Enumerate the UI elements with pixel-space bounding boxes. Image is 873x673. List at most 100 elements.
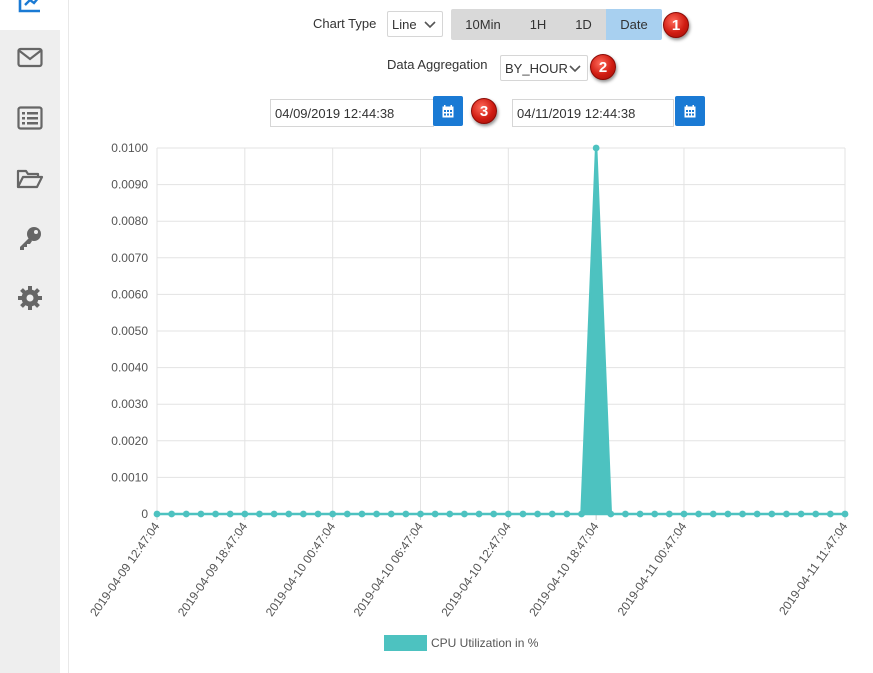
chart-type-label: Chart Type xyxy=(313,16,377,31)
data-point xyxy=(592,144,600,152)
key-icon[interactable] xyxy=(16,224,44,252)
annotation-badge-3: 3 xyxy=(471,98,497,124)
data-point xyxy=(373,510,380,518)
calendar-icon xyxy=(442,104,454,117)
data-point xyxy=(724,510,732,518)
data-point xyxy=(665,510,673,518)
x-tick-label: 2019-04-11 11:47:04 xyxy=(776,519,851,617)
data-point xyxy=(168,510,176,518)
data-point xyxy=(431,510,439,518)
data-point xyxy=(270,510,278,518)
end-date-input[interactable]: 04/11/2019 12:44:38 xyxy=(512,99,674,127)
data-point xyxy=(402,510,410,518)
data-point xyxy=(226,510,234,518)
annotation-badge-2: 2 xyxy=(590,54,616,80)
x-tick-label: 2019-04-09 12:47:04 xyxy=(87,519,163,619)
data-point xyxy=(812,510,820,518)
data-point xyxy=(461,510,468,518)
data-aggregation-label: Data Aggregation xyxy=(387,57,488,72)
data-point xyxy=(636,510,644,518)
y-tick-label: 0.0090 xyxy=(111,178,148,192)
y-tick-label: 0.0040 xyxy=(111,361,148,375)
data-point xyxy=(343,510,351,518)
data-point xyxy=(783,510,790,518)
sidebar-item-dashboard[interactable] xyxy=(0,0,60,30)
chevron-down-icon xyxy=(424,17,436,32)
legend-label: CPU Utilization in % xyxy=(431,636,539,650)
data-point xyxy=(504,510,512,518)
data-point xyxy=(534,510,541,518)
data-aggregation-value: BY_HOUR xyxy=(505,60,568,76)
data-point xyxy=(446,510,454,518)
sidebar xyxy=(0,0,60,673)
x-tick-label: 2019-04-10 18:47:04 xyxy=(526,519,602,619)
y-tick-label: 0.0010 xyxy=(111,470,148,484)
y-tick-label: 0.0070 xyxy=(111,251,148,265)
data-point xyxy=(241,510,249,518)
x-tick-label: 2019-04-10 12:47:04 xyxy=(438,519,514,619)
data-point xyxy=(212,510,219,518)
x-tick-label: 2019-04-10 06:47:04 xyxy=(351,519,427,619)
chart-type-value: Line xyxy=(392,16,417,32)
data-point xyxy=(490,510,498,518)
y-tick-label: 0 xyxy=(141,507,148,521)
data-point xyxy=(387,510,395,518)
data-point xyxy=(797,510,805,518)
data-point xyxy=(299,510,307,518)
data-point xyxy=(329,510,337,518)
data-point xyxy=(197,510,205,518)
data-point xyxy=(709,510,717,518)
list-icon[interactable] xyxy=(16,104,44,132)
data-point xyxy=(563,510,571,518)
data-point xyxy=(607,510,615,518)
data-point xyxy=(841,510,849,518)
data-aggregation-select[interactable]: BY_HOUR xyxy=(500,55,588,81)
calendar-icon xyxy=(684,104,696,117)
time-range-button-group: 10Min 1H 1D Date xyxy=(451,9,662,40)
annotation-badge-1: 1 xyxy=(663,12,689,38)
data-point xyxy=(826,510,834,518)
data-point xyxy=(256,510,263,518)
chevron-down-icon xyxy=(569,61,581,76)
y-tick-label: 0.0030 xyxy=(111,397,148,411)
end-date-calendar-button[interactable] xyxy=(675,96,705,126)
x-tick-label: 2019-04-09 18:47:04 xyxy=(175,519,251,619)
x-tick-label: 2019-04-11 00:47:04 xyxy=(615,519,690,618)
range-button-date[interactable]: Date xyxy=(606,9,662,40)
data-point xyxy=(695,510,703,518)
y-tick-label: 0.0080 xyxy=(111,214,148,228)
data-point xyxy=(651,510,659,518)
data-point xyxy=(314,510,322,518)
data-point xyxy=(680,510,688,518)
folder-open-icon[interactable] xyxy=(16,165,44,193)
range-button-1d[interactable]: 1D xyxy=(561,9,606,40)
data-point xyxy=(519,510,527,518)
legend-swatch xyxy=(384,635,427,651)
data-point xyxy=(768,510,776,518)
range-button-10min[interactable]: 10Min xyxy=(451,9,515,40)
data-point xyxy=(417,510,424,518)
range-button-1h[interactable]: 1H xyxy=(515,9,561,40)
x-tick-label: 2019-04-10 00:47:04 xyxy=(263,519,339,619)
start-date-input[interactable]: 04/09/2019 12:44:38 xyxy=(270,99,434,127)
data-point xyxy=(622,510,629,518)
data-point xyxy=(475,510,483,518)
data-point xyxy=(548,510,556,518)
data-point xyxy=(285,510,293,518)
y-tick-label: 0.0050 xyxy=(111,324,148,338)
y-tick-label: 0.0060 xyxy=(111,287,148,301)
data-point xyxy=(182,510,190,518)
y-tick-label: 0.0100 xyxy=(111,141,148,155)
sidebar-divider xyxy=(68,0,69,673)
envelope-icon[interactable] xyxy=(16,44,44,72)
data-point xyxy=(578,510,585,518)
gear-icon[interactable] xyxy=(16,284,44,312)
chart-type-select[interactable]: Line xyxy=(387,11,443,37)
dashboard-icon[interactable] xyxy=(16,0,44,16)
series-area-cpu-utilization xyxy=(155,146,847,516)
data-point xyxy=(358,510,366,518)
start-date-calendar-button[interactable] xyxy=(433,96,463,126)
data-point xyxy=(753,510,761,518)
data-point xyxy=(739,510,746,518)
data-point xyxy=(153,510,161,518)
